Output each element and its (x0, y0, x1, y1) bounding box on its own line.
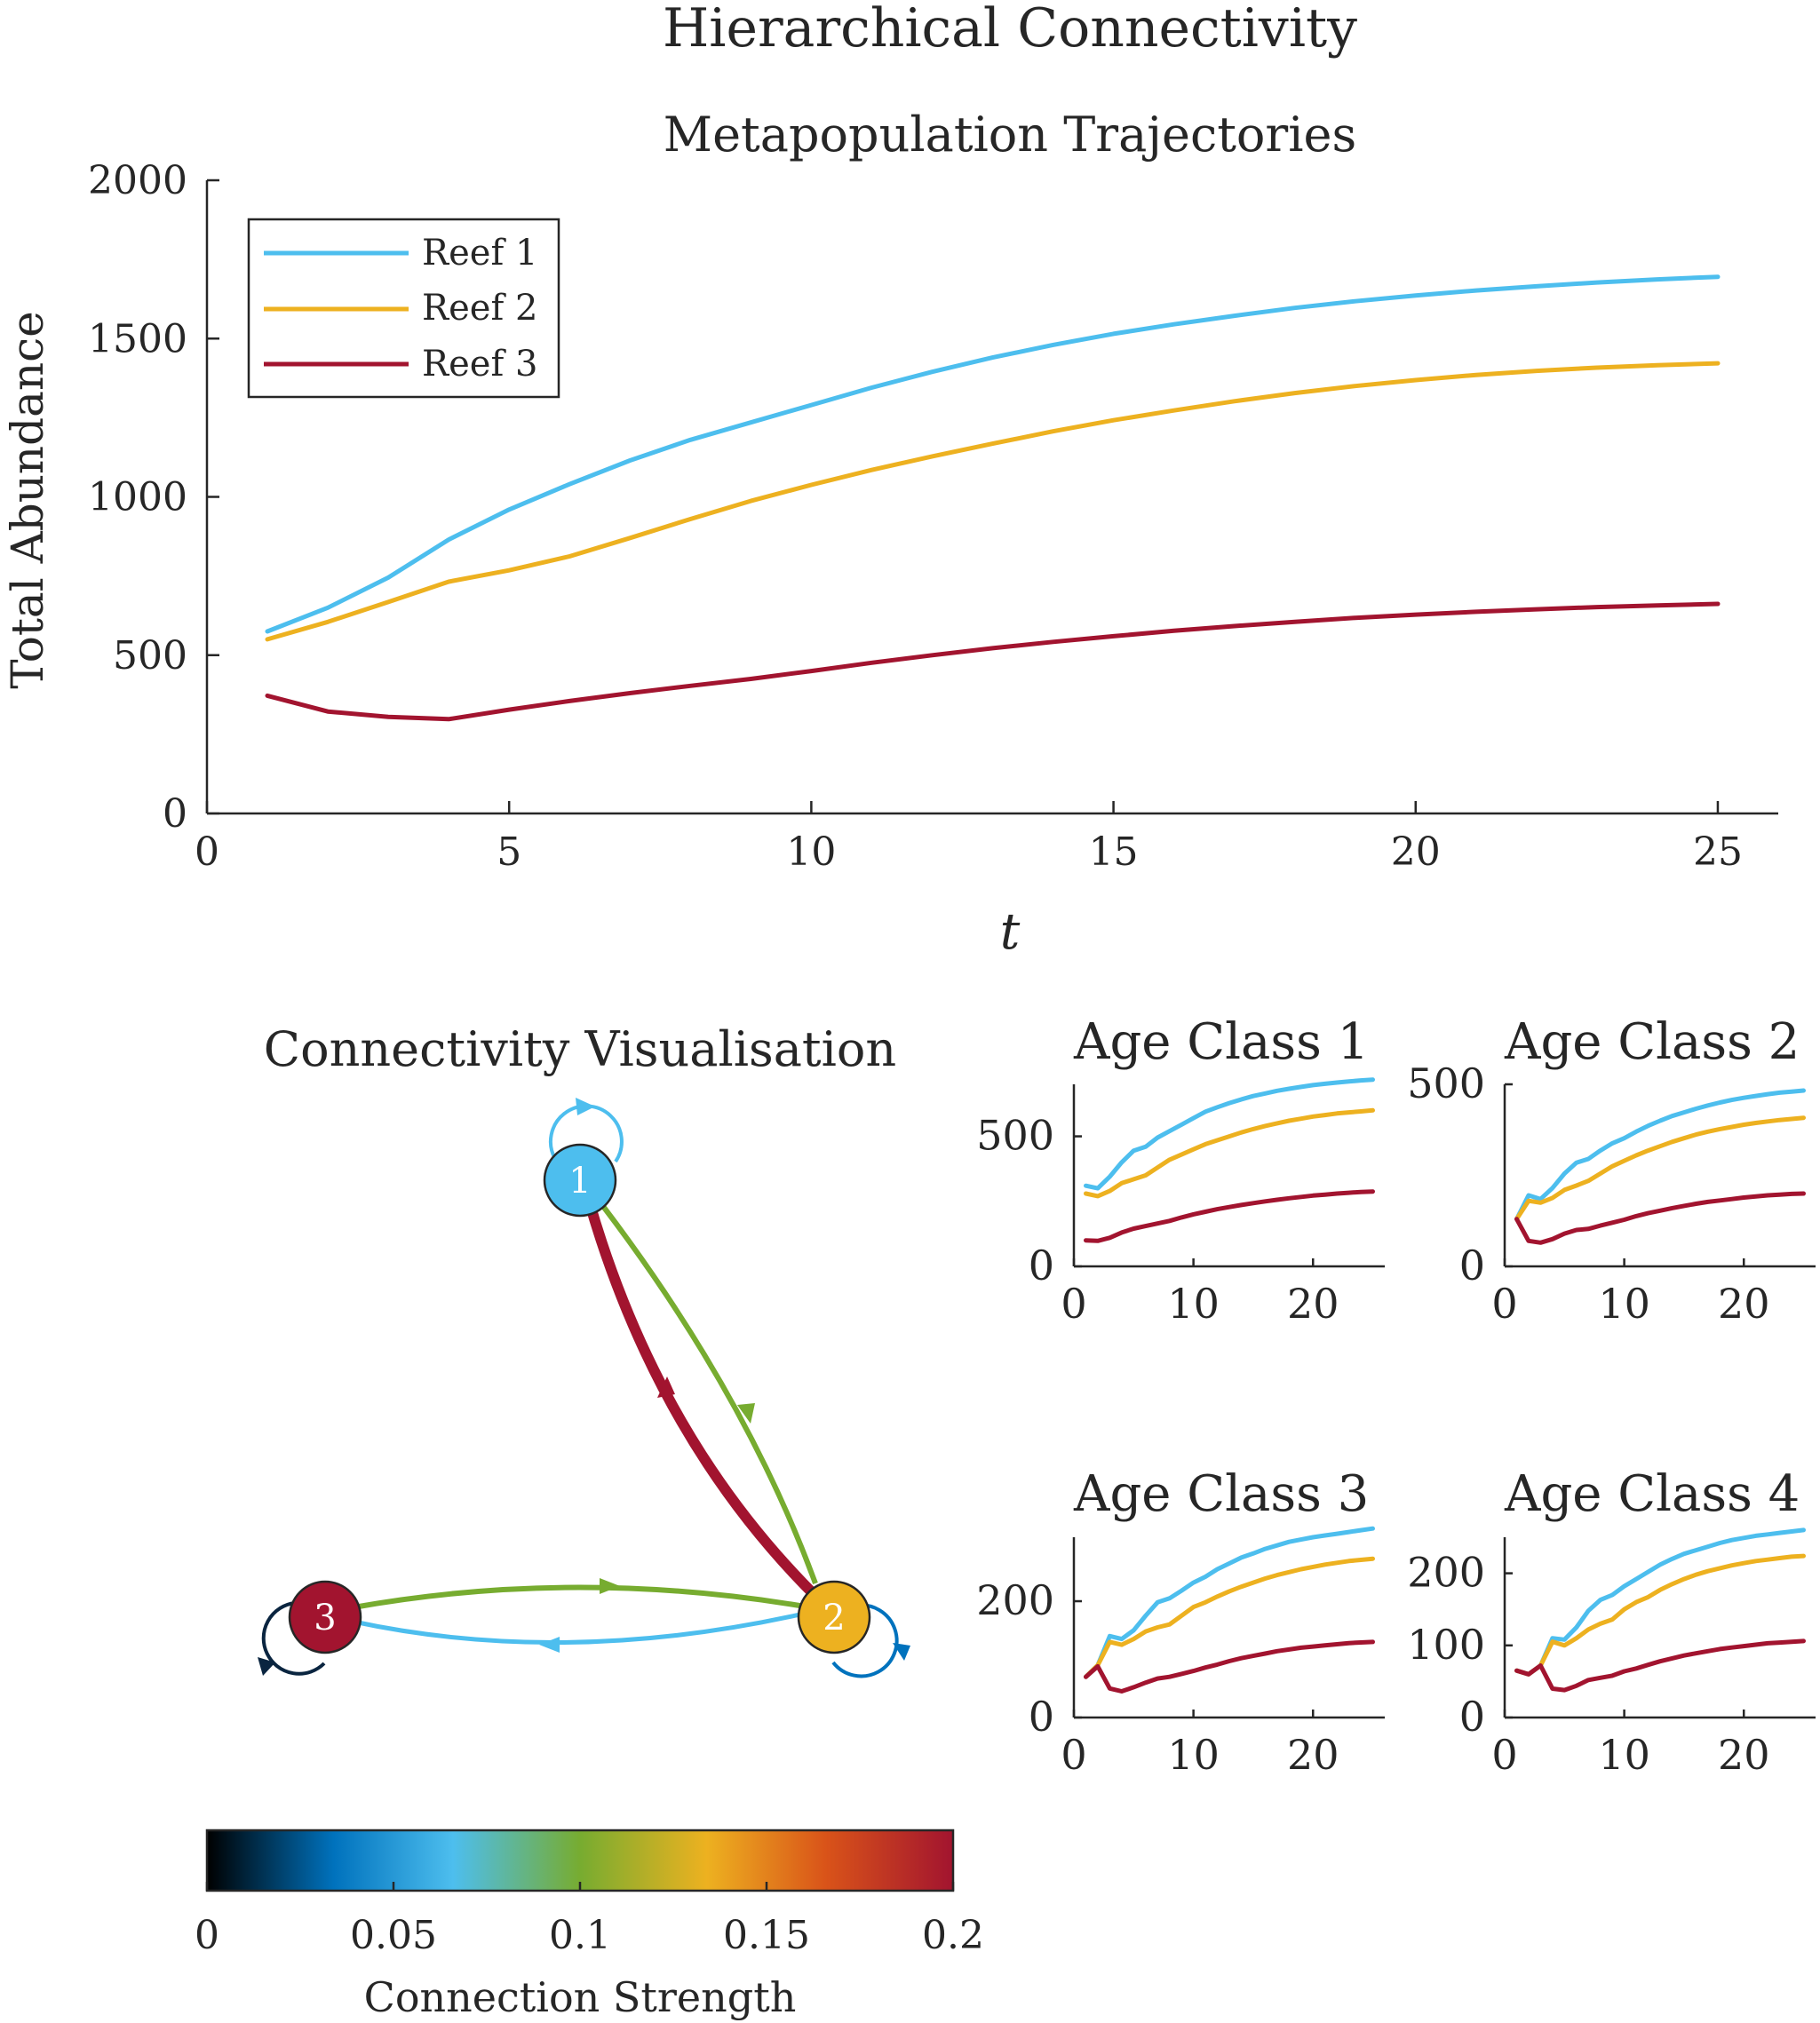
age2-series-line-3 (1514, 1191, 1806, 1245)
age3-y-tick-label: 200 (976, 1576, 1054, 1624)
colorbar-tick-label: 0.1 (549, 1913, 611, 1958)
age3-series-line-2 (1084, 1556, 1375, 1679)
age1-title: Age Class 1 (1073, 1013, 1369, 1071)
node-2-label: 2 (823, 1598, 845, 1638)
node-1 (543, 1143, 617, 1218)
main-chart-lines (265, 274, 1721, 722)
age4-y-tick-label: 200 (1407, 1549, 1485, 1597)
node-2 (797, 1580, 871, 1654)
age3-x-tick-label: 10 (1167, 1731, 1220, 1779)
main-chart-title: Metapopulation Trajectories (664, 107, 1356, 163)
age1-y-tick-label: 500 (976, 1112, 1054, 1160)
age1-series-line-2 (1084, 1107, 1375, 1199)
age2-series-line-1 (1514, 1088, 1806, 1222)
edge-2-to-3 (353, 1605, 831, 1645)
main-series-line-1 (265, 274, 1721, 634)
node-3-label: 3 (314, 1598, 336, 1638)
node-1-label: 1 (568, 1161, 591, 1202)
edge-3-to-2 (353, 1584, 811, 1610)
figure-title: Hierarchical Connectivity (663, 0, 1357, 60)
main-x-tick-label: 25 (1693, 829, 1743, 875)
age4-series-line-3 (1514, 1638, 1806, 1693)
main-x-tick-label: 20 (1391, 829, 1441, 875)
network-title: Connectivity Visualisation (264, 1021, 896, 1077)
age3-series-line-1 (1084, 1526, 1375, 1679)
age4-x-tick-label: 0 (1491, 1731, 1517, 1779)
age3-title: Age Class 3 (1073, 1465, 1369, 1523)
legend: Reef 1 Reef 2 Reef 3 (247, 218, 560, 399)
age1-x-tick-label: 0 (1061, 1280, 1086, 1328)
age4-x-tick-label: 20 (1718, 1731, 1770, 1779)
main-series-line-2 (265, 361, 1721, 642)
age4-y-tick-label: 100 (1407, 1621, 1485, 1669)
main-y-tick-label: 2000 (88, 158, 187, 203)
node-3 (288, 1580, 362, 1654)
edge-2-to-1 (584, 1199, 820, 1600)
colorbar-gradient (205, 1829, 955, 1892)
main-x-tick-label: 10 (786, 829, 836, 875)
age2-plot: 0 10 20 0 500 (1407, 1059, 1816, 1328)
colorbar-ticks: 0 0.05 0.1 0.15 0.2 (195, 1882, 984, 1958)
colorbar: 0 0.05 0.1 0.15 0.2 Connection Strength (195, 1829, 984, 2021)
age1-y-tick-label: 0 (1029, 1242, 1054, 1289)
age4-x-tick-label: 10 (1598, 1731, 1650, 1779)
age3-series-line-3 (1084, 1639, 1375, 1694)
main-y-tick-label: 1000 (88, 475, 187, 520)
age2-series-line-2 (1514, 1115, 1806, 1222)
legend-label-reef-1: Reef 1 (422, 233, 537, 274)
main-chart-xlabel: t (1000, 903, 1021, 961)
age3-y-tick-label: 0 (1029, 1693, 1054, 1741)
main-chart-axes: 0 5 10 15 20 25 0 500 1000 1500 2000 (88, 158, 1778, 875)
age1-x-tick-label: 10 (1167, 1280, 1220, 1328)
colorbar-tick-label: 0.2 (922, 1913, 984, 1958)
main-x-tick-label: 0 (195, 829, 219, 875)
age2-x-tick-label: 20 (1718, 1280, 1770, 1328)
self-loop-2-arrowhead (893, 1643, 910, 1661)
arrowhead-2-to-3 (539, 1637, 560, 1653)
main-chart: Metapopulation Trajectories Total Abunda… (2, 107, 1778, 961)
age3-x-tick-label: 0 (1061, 1731, 1086, 1779)
self-loop-2 (831, 1603, 899, 1678)
self-loop-3 (261, 1601, 326, 1676)
age3-x-tick-label: 20 (1287, 1731, 1339, 1779)
age-class-charts: Age Class 1 Age Class 2 Age Class 3 Age … (976, 1013, 1816, 1779)
self-loop-1-arrowhead (576, 1098, 595, 1115)
main-series-line-3 (265, 601, 1721, 722)
edge-1-to-2 (600, 1203, 818, 1585)
age1-x-tick-label: 20 (1287, 1280, 1339, 1328)
colorbar-tick-label: 0.05 (350, 1913, 437, 1958)
age2-x-tick-label: 10 (1598, 1280, 1650, 1328)
age2-y-tick-label: 0 (1459, 1242, 1485, 1289)
age1-series-line-1 (1084, 1077, 1375, 1191)
main-y-tick-label: 1500 (88, 316, 187, 361)
main-x-tick-label: 5 (497, 829, 521, 875)
age2-y-tick-label: 500 (1407, 1059, 1485, 1107)
age2-x-tick-label: 0 (1491, 1280, 1517, 1328)
age4-series-line-2 (1514, 1553, 1806, 1677)
main-y-tick-label: 500 (113, 633, 187, 678)
age1-series-line-3 (1084, 1189, 1375, 1243)
main-y-tick-label: 0 (163, 791, 187, 837)
main-chart-ylabel: Total Abundance (2, 311, 53, 689)
colorbar-label: Connection Strength (364, 1973, 797, 2021)
colorbar-tick-label: 0 (195, 1913, 219, 1958)
arrowhead-2-to-1 (657, 1376, 675, 1398)
main-x-tick-label: 15 (1089, 829, 1139, 875)
arrowhead-3-to-2 (600, 1578, 620, 1594)
legend-label-reef-3: Reef 3 (422, 344, 537, 385)
legend-label-reef-2: Reef 2 (422, 288, 537, 329)
age1-plot: 0 10 20 0 500 (976, 1077, 1385, 1328)
age2-title: Age Class 2 (1504, 1013, 1800, 1071)
self-loop-3-arrowhead (258, 1657, 275, 1676)
age4-series-line-1 (1514, 1527, 1806, 1677)
colorbar-tick-label: 0.15 (723, 1913, 810, 1958)
arrowhead-1-to-2 (737, 1403, 755, 1424)
connectivity-network: Connectivity Visualisation 1 2 3 (258, 1021, 910, 1678)
age4-title: Age Class 4 (1504, 1465, 1800, 1523)
age4-y-tick-label: 0 (1459, 1693, 1485, 1741)
